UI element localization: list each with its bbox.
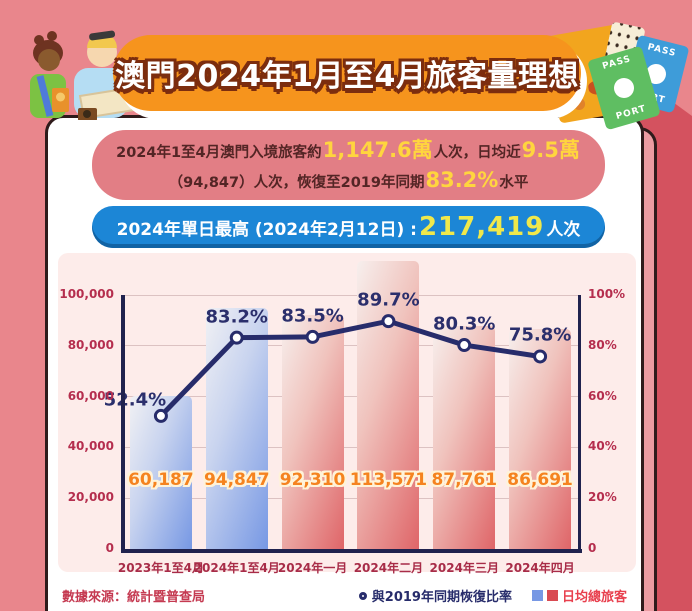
bar — [509, 328, 572, 549]
bar-value-label: 94,847 — [203, 470, 270, 490]
y-tick-label: 0 — [105, 541, 114, 555]
gridline — [123, 345, 578, 347]
x-tick-label: 2023年1至4月 — [117, 561, 204, 575]
line-marker — [153, 408, 168, 423]
legend-group: 與2019年同期恢復比率 日均總旅客 — [358, 586, 627, 605]
y-tick-label: 60,000 — [67, 388, 114, 403]
trend-line — [153, 314, 548, 423]
bar-value-label: 92,310 — [279, 470, 346, 490]
bar — [433, 326, 496, 549]
y-tick-label: 40% — [588, 439, 617, 454]
total-visitors-highlight: 1,147.6萬 — [322, 137, 433, 162]
gridline — [123, 497, 578, 499]
peak-day-label: 2024年單日最高 (2024年2月12日) : — [116, 219, 417, 240]
bar-value-label: 113,571 — [349, 470, 428, 490]
percent-label: 52.4% — [103, 389, 167, 411]
title-banner: 澳門2024年1月至4月旅客量理想 — [113, 35, 581, 111]
bar — [205, 308, 268, 549]
bar-value-label: 87,761 — [431, 470, 498, 490]
y-tick-label: 0 — [588, 541, 597, 555]
passport-emblem-icon — [611, 75, 637, 101]
bar — [281, 314, 344, 549]
x-axis — [121, 549, 582, 553]
backpack-strap — [36, 75, 54, 117]
y-tick-label: 100% — [588, 287, 626, 301]
y-axis-right — [578, 295, 581, 549]
y-tick-label: 20% — [588, 490, 617, 505]
x-tick-label: 2024年二月 — [353, 561, 424, 575]
bar-value-label: 60,187 — [128, 470, 194, 490]
y-axis-left — [121, 295, 125, 553]
gridline — [123, 294, 578, 296]
main-card: 2024年1至4月澳門入境旅客約1,147.6萬人次，日均近9.5萬 （94,8… — [45, 115, 644, 611]
peak-day-value: 217,419 — [418, 212, 545, 242]
percent-label: 83.2% — [205, 306, 268, 328]
legend-bar-label: 日均總旅客 — [561, 590, 627, 605]
y-tick-label: 80% — [588, 337, 617, 352]
x-tick-label: 2024年1至4月 — [193, 561, 280, 575]
line-marker — [533, 349, 548, 364]
legend-bar-item: 日均總旅客 — [531, 586, 627, 605]
percent-label: 83.5% — [281, 305, 344, 327]
bar — [357, 260, 420, 549]
x-tick-label: 2024年一月 — [277, 561, 348, 575]
summary-line1: 2024年1至4月澳門入境旅客約1,147.6萬人次，日均近9.5萬 — [116, 137, 580, 162]
line-marker — [457, 338, 472, 353]
line-marker — [381, 314, 396, 329]
gridline — [123, 446, 578, 448]
peak-day-unit: 人次 — [546, 219, 581, 240]
recovery-rate-highlight: 83.2% — [425, 168, 499, 192]
y-tick-label: 60% — [588, 388, 617, 403]
legend-line-label: 與2019年同期恢復比率 — [371, 590, 512, 605]
legend-line-item: 與2019年同期恢復比率 — [358, 586, 512, 605]
legend-swatch-red — [546, 590, 558, 601]
line-marker-icon — [358, 591, 367, 600]
legend-swatch-blue — [531, 590, 543, 601]
summary-card: 2024年1至4月澳門入境旅客約1,147.6萬人次，日均近9.5萬 （94,8… — [92, 130, 605, 200]
summary-line2: （94,847）人次，恢復至2019年同期83.2%水平 — [168, 168, 529, 192]
chart-panel: 60,187 94,847 92,310 113,571 87,761 86,691 52.… — [58, 253, 636, 575]
source-note: 數據來源：統計暨普查局 — [62, 590, 206, 605]
y-tick-label: 20,000 — [67, 490, 114, 505]
page-title: 澳門2024年1月至4月旅客量理想 — [115, 59, 579, 94]
tourist1-face — [38, 49, 60, 71]
gridline — [123, 396, 578, 398]
plot-area: 60,187 94,847 92,310 113,571 87,761 86,691 52.… — [104, 260, 578, 549]
y-tick-label: 40,000 — [67, 439, 114, 454]
percent-label: 75.8% — [508, 324, 572, 346]
footer-row: 數據來源：統計暨普查局 與2019年同期恢復比率 日均總旅客 — [62, 586, 627, 605]
bar-value-label: 86,691 — [507, 470, 573, 490]
y-tick-label: 80,000 — [67, 337, 114, 352]
x-tick-label: 2024年三月 — [429, 561, 499, 575]
percent-label: 80.3% — [433, 313, 496, 335]
line-marker — [229, 330, 244, 345]
peak-day-card: 2024年單日最高 (2024年2月12日) : 217,419 人次 — [92, 206, 605, 248]
y-tick-label: 100,000 — [59, 287, 114, 301]
daily-average-highlight: 9.5萬 — [521, 137, 580, 162]
sunglasses-icon — [89, 30, 116, 41]
line-marker — [305, 329, 320, 344]
x-tick-label: 2024年四月 — [505, 561, 575, 575]
percent-label: 89.7% — [357, 289, 420, 311]
